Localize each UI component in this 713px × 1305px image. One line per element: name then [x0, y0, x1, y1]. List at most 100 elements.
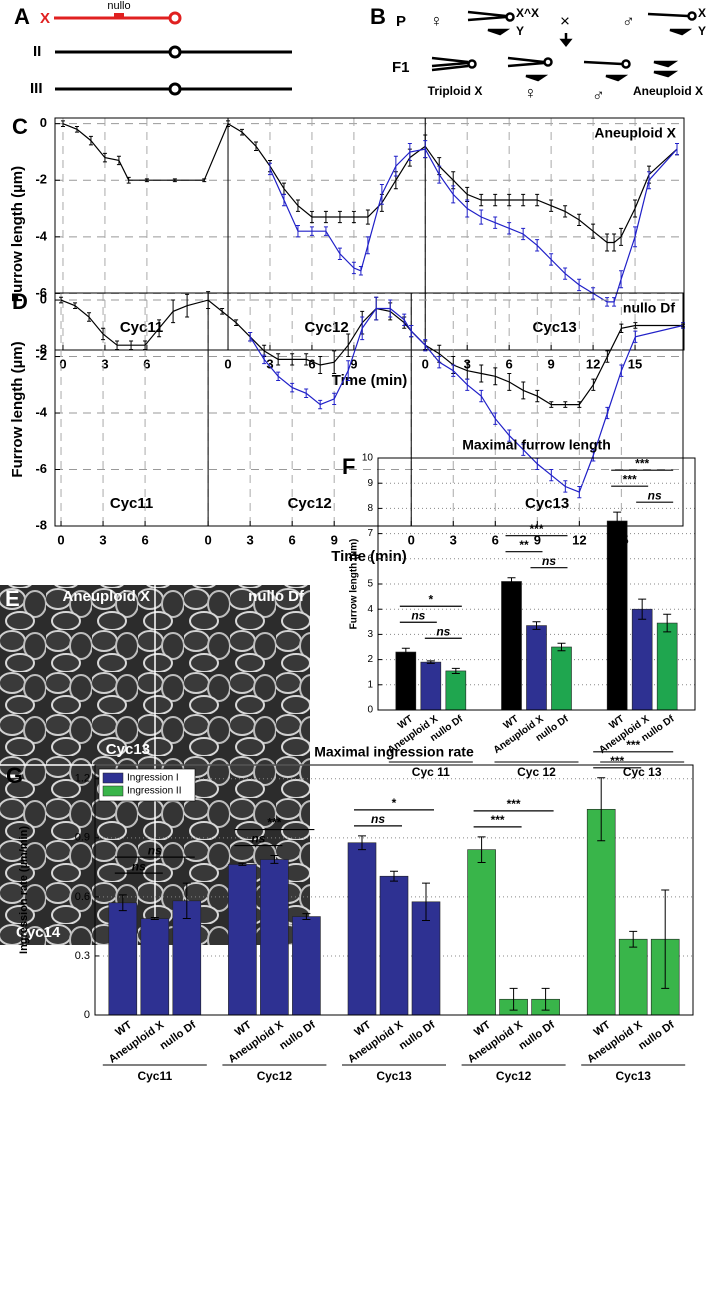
- x-axis-label: Time (min): [332, 372, 408, 389]
- x-tick-label: 0: [408, 532, 415, 547]
- y-tick-label: 1: [367, 679, 373, 690]
- y-tick-label: 6: [367, 553, 373, 564]
- significance-label: ns: [542, 554, 556, 568]
- y-tick-label: -8: [35, 517, 47, 532]
- error-bar: [479, 209, 484, 225]
- error-bar: [451, 364, 456, 377]
- bar: [420, 661, 442, 711]
- error-bar: [563, 401, 568, 408]
- error-bar: [409, 324, 414, 338]
- bar: [172, 900, 202, 1016]
- chromosome-label: Y: [516, 24, 524, 38]
- error-bar: [535, 389, 540, 403]
- bar: [551, 646, 572, 711]
- error-bar: [309, 210, 314, 224]
- chart-title: Maximal furrow length: [462, 437, 611, 453]
- error-bar: [118, 894, 127, 912]
- x-tick-label: 0: [422, 356, 429, 371]
- bar-label: nullo Df: [158, 1019, 199, 1053]
- annotation: Aneuploid X: [594, 125, 676, 141]
- gene-locus: [114, 13, 124, 18]
- error-bar: [346, 333, 351, 358]
- error-bar: [493, 216, 498, 229]
- x-tick-label: Cyc13: [616, 1069, 652, 1083]
- error-bar: [477, 836, 486, 863]
- sex-symbol: ♀: [430, 11, 443, 30]
- bar-label: nullo Df: [277, 1019, 318, 1053]
- chromosome-label: III: [30, 80, 43, 97]
- cycle-label: Cyc12: [288, 495, 332, 512]
- significance-label: ***: [623, 472, 637, 486]
- triploid-x: [431, 56, 469, 72]
- panel-label: F: [342, 454, 355, 479]
- series-line: [249, 307, 684, 493]
- legend-swatch: [102, 785, 124, 797]
- error-bar: [144, 178, 149, 183]
- error-bar: [549, 469, 554, 482]
- error-bar: [234, 319, 239, 326]
- significance-label: ns: [251, 832, 265, 846]
- bar-label: WT: [592, 1019, 613, 1039]
- error-bar: [661, 889, 670, 989]
- x-tick-label: 9: [548, 356, 555, 371]
- cycle-label: Cyc12: [305, 319, 349, 336]
- bar: [467, 849, 496, 1016]
- centromere: [543, 57, 553, 67]
- significance-label: *: [392, 796, 397, 810]
- error-bar: [276, 353, 281, 366]
- bar: [292, 916, 321, 1016]
- x-tick-label: 0: [59, 356, 66, 371]
- error-bar: [302, 913, 311, 921]
- error-bar: [332, 350, 337, 374]
- error-bar: [563, 205, 568, 218]
- error-bar: [281, 193, 286, 207]
- error-bar: [521, 443, 526, 456]
- legend-label: Ingression II: [127, 786, 181, 797]
- y-tick-label: -6: [35, 461, 47, 476]
- error-bar: [605, 350, 610, 363]
- error-bar: [379, 183, 384, 205]
- error-bar: [60, 120, 65, 127]
- error-bar: [262, 354, 267, 365]
- bar: [656, 622, 678, 711]
- centromere: [168, 82, 182, 96]
- y-tick-label: 0: [367, 705, 373, 716]
- x-tick-label: 6: [492, 532, 499, 547]
- error-bar: [248, 332, 253, 342]
- y-tick-label: 0: [84, 1009, 90, 1021]
- error-bar: [253, 141, 258, 152]
- x-tick-label: 0: [57, 532, 64, 547]
- panel-b: B P ♀ X^X Y × ♂ X Y F1 Triploid X ♀ ♂ An…: [370, 4, 706, 105]
- series-line: [62, 122, 678, 244]
- x-tick-label: 6: [308, 356, 315, 371]
- chromosome-label: II: [33, 43, 41, 60]
- error-bar: [150, 917, 159, 921]
- error-bar: [423, 339, 428, 352]
- error-bar: [304, 353, 309, 366]
- error-bar: [115, 340, 120, 350]
- panel-label: A: [14, 4, 30, 29]
- bar-chart: G 0 0.3 0.6 0.9 1.2 Maximal ingression rate Ing…: [6, 738, 694, 1083]
- significance-label: ***: [610, 754, 624, 768]
- error-bar: [88, 135, 93, 146]
- sex-symbol: ♀: [524, 83, 537, 102]
- plot-frame: [94, 764, 694, 1016]
- significance-label: ***: [507, 797, 521, 811]
- error-bar: [633, 226, 638, 248]
- error-bar: [295, 199, 300, 212]
- error-bar: [493, 193, 498, 207]
- error-bar: [638, 598, 647, 620]
- y-chromosome: [487, 28, 511, 36]
- y-tick-label: -8: [35, 341, 47, 356]
- error-bar: [423, 140, 428, 159]
- x-tick-label: 0: [224, 356, 231, 371]
- error-bar: [507, 372, 512, 391]
- error-bar: [157, 319, 162, 338]
- error-bar: [629, 930, 638, 948]
- bar: [395, 651, 417, 711]
- error-bar: [451, 667, 460, 674]
- error-bar: [509, 987, 518, 1011]
- error-bar: [351, 210, 356, 224]
- y-chromosome: [669, 28, 693, 36]
- y-chromosome: [605, 74, 629, 82]
